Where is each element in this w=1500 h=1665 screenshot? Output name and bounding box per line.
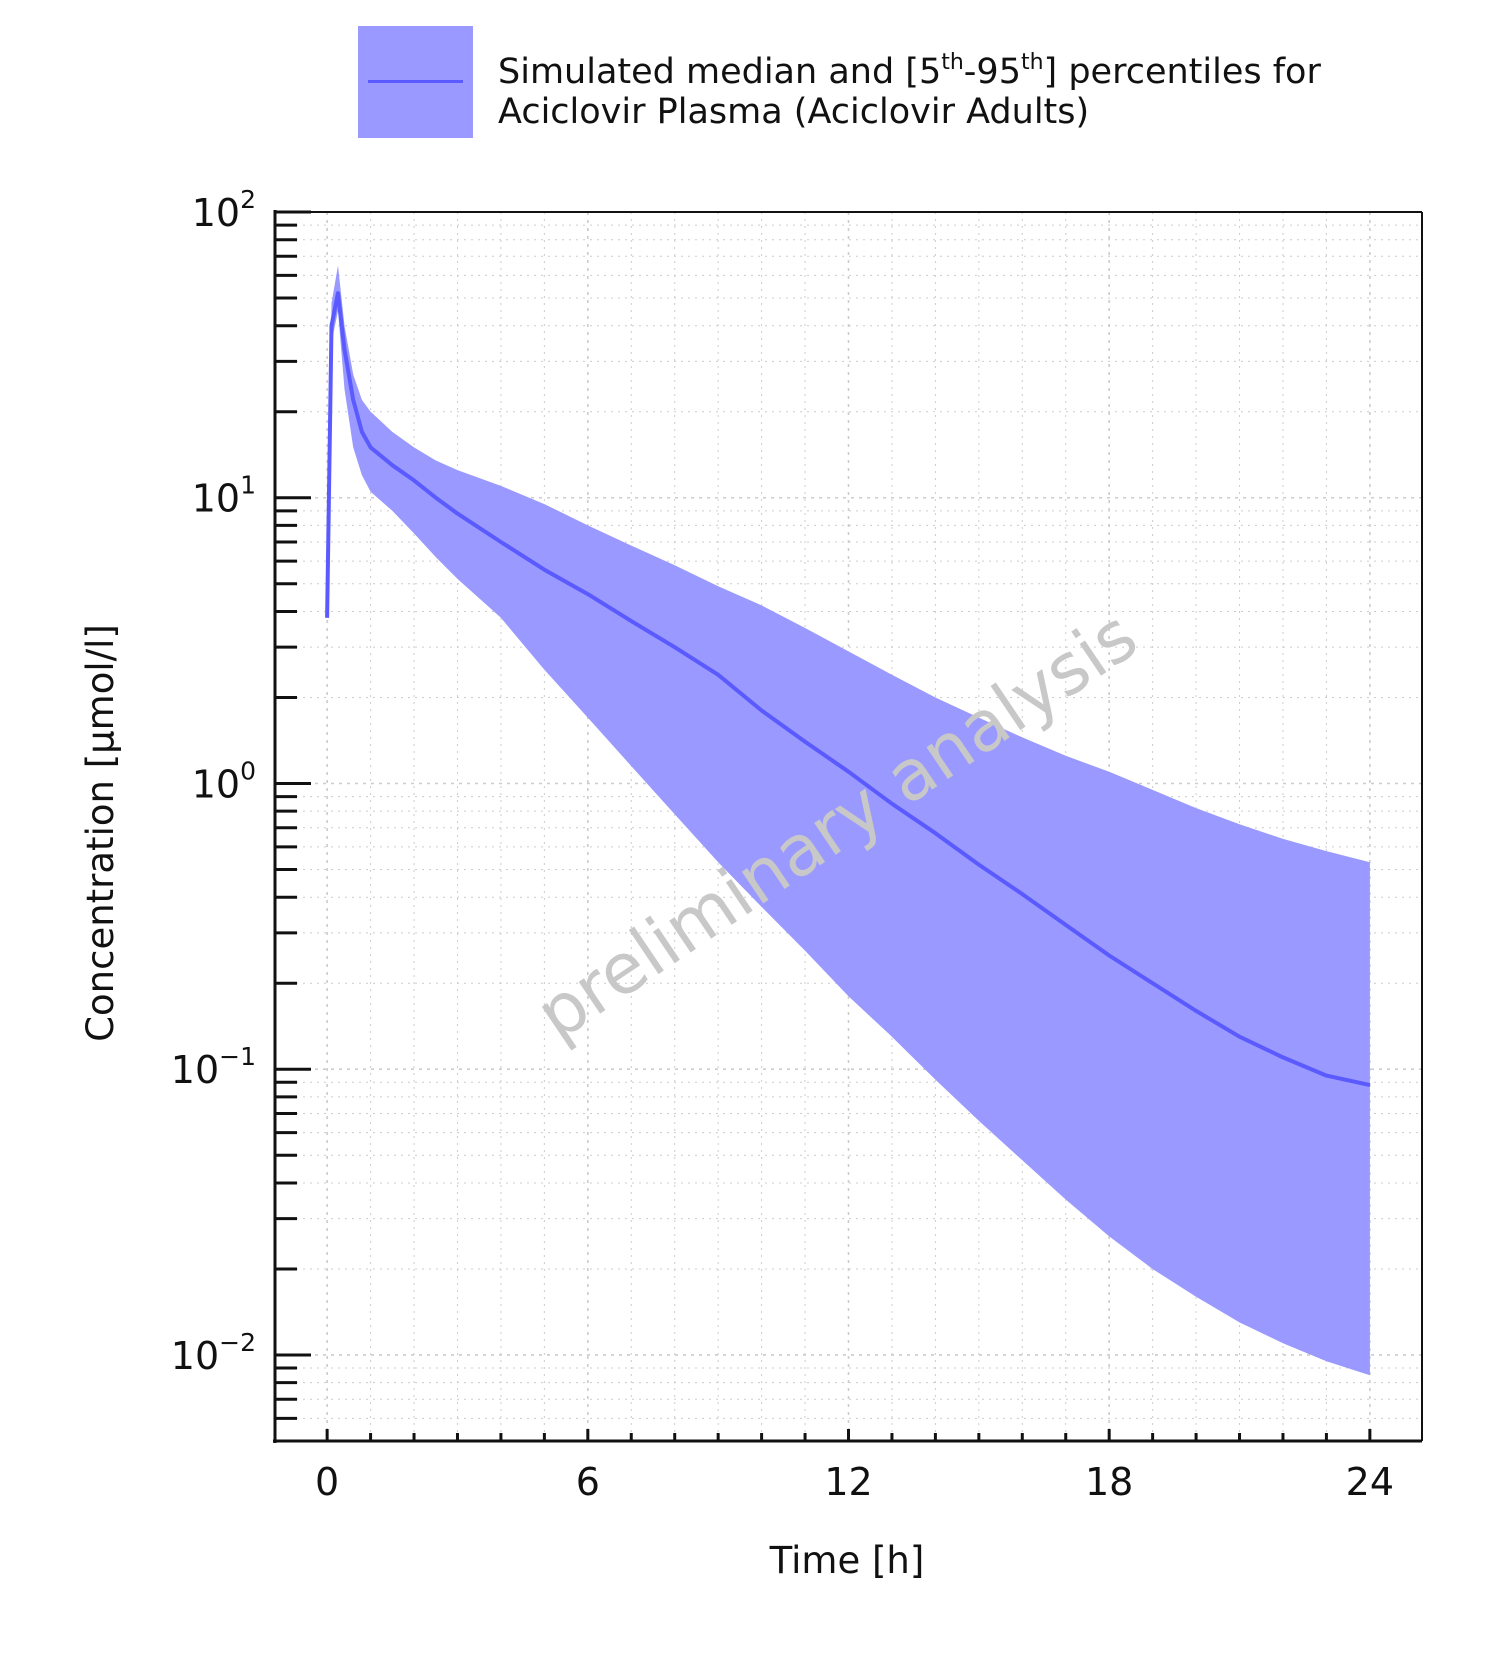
percentile-band bbox=[327, 265, 1370, 1376]
legend-line1-mid: -95 bbox=[963, 52, 1021, 92]
median-line bbox=[325, 291, 1371, 1088]
x-tick-label: 6 bbox=[576, 1460, 600, 1504]
y-tick-exponent: 2 bbox=[240, 185, 256, 214]
y-tick-label: 100 bbox=[192, 756, 256, 806]
x-tick-label: 24 bbox=[1346, 1460, 1394, 1504]
y-tick-label: 10−1 bbox=[171, 1042, 256, 1092]
y-tick-exponent: −1 bbox=[219, 1042, 256, 1071]
y-tick-base: 10 bbox=[171, 1048, 219, 1092]
y-tick-base: 10 bbox=[192, 762, 240, 806]
legend: Simulated median and [5th-95th] percenti… bbox=[358, 26, 1358, 138]
y-tick-label: 10−2 bbox=[171, 1328, 256, 1378]
x-tick-label: 0 bbox=[315, 1460, 339, 1504]
y-tick-base: 10 bbox=[192, 191, 240, 235]
y-tick-label: 102 bbox=[192, 185, 256, 235]
y-tick-exponent: 0 bbox=[240, 756, 256, 785]
y-tick-base: 10 bbox=[192, 477, 240, 521]
legend-sup2: th bbox=[1020, 50, 1044, 75]
legend-line1-pre: Simulated median and [5 bbox=[498, 52, 942, 92]
x-tick-label: 12 bbox=[824, 1460, 872, 1504]
y-tick-base: 10 bbox=[171, 1334, 219, 1378]
x-tick-label: 18 bbox=[1085, 1460, 1133, 1504]
y-tick-label: 101 bbox=[192, 471, 256, 521]
x-axis-label: Time [h] bbox=[769, 1539, 925, 1582]
y-tick-exponent: −2 bbox=[219, 1328, 256, 1357]
legend-sup1: th bbox=[941, 50, 964, 75]
y-axis-label: Concentration [µmol/l] bbox=[79, 624, 122, 1042]
legend-line2: Aciclovir Plasma (Aciclovir Adults) bbox=[498, 92, 1090, 132]
legend-label: Simulated median and [5th-95th] percenti… bbox=[498, 50, 1321, 133]
legend-line1-post: ] percentiles for bbox=[1043, 52, 1321, 92]
legend-median-line bbox=[368, 80, 463, 83]
series-layer bbox=[325, 265, 1371, 1376]
y-tick-exponent: 1 bbox=[240, 471, 256, 500]
